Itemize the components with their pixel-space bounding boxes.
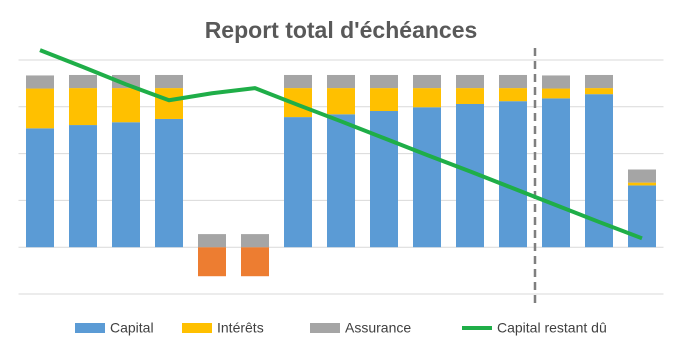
bar: [112, 122, 140, 248]
legend-swatch: [182, 323, 212, 333]
legend-label: Assurance: [345, 320, 411, 336]
line: [39, 48, 643, 241]
bar: [155, 88, 183, 119]
bar: [26, 75, 54, 89]
bar: [69, 74, 97, 89]
bar: [155, 74, 183, 89]
bar: [284, 74, 312, 89]
bar: [198, 247, 226, 277]
bar: [69, 125, 97, 248]
legend-swatch: [310, 323, 340, 333]
bar: [542, 75, 570, 89]
bar: [69, 88, 97, 126]
bar: [370, 111, 398, 248]
bar: [413, 74, 441, 89]
legend-label: Capital restant dû: [497, 320, 607, 336]
bar: [413, 88, 441, 108]
bar: [499, 88, 527, 102]
legend-swatch: [75, 323, 105, 333]
bar: [370, 88, 398, 112]
bar: [26, 128, 54, 248]
bar: [413, 107, 441, 248]
chart-title: Report total d'échéances: [205, 17, 478, 43]
bar: [241, 247, 269, 277]
bar: [585, 74, 613, 89]
bar: [456, 88, 484, 104]
bar: [26, 88, 54, 129]
bar: [542, 98, 570, 248]
bar: [499, 101, 527, 248]
bar: [585, 88, 613, 95]
bar: [628, 182, 656, 186]
bar: [327, 88, 355, 115]
bar: [284, 117, 312, 248]
bar: [112, 88, 140, 123]
bar: [456, 74, 484, 89]
bar: [370, 74, 398, 89]
bar: [155, 118, 183, 248]
legend-label: Capital: [110, 320, 154, 336]
bar: [327, 114, 355, 248]
bar: [628, 169, 656, 183]
bar: [327, 74, 355, 89]
bar: [241, 234, 269, 248]
legend-label: Intérêts: [217, 320, 264, 336]
bar: [542, 88, 570, 99]
bar: [499, 74, 527, 89]
bar: [198, 234, 226, 248]
